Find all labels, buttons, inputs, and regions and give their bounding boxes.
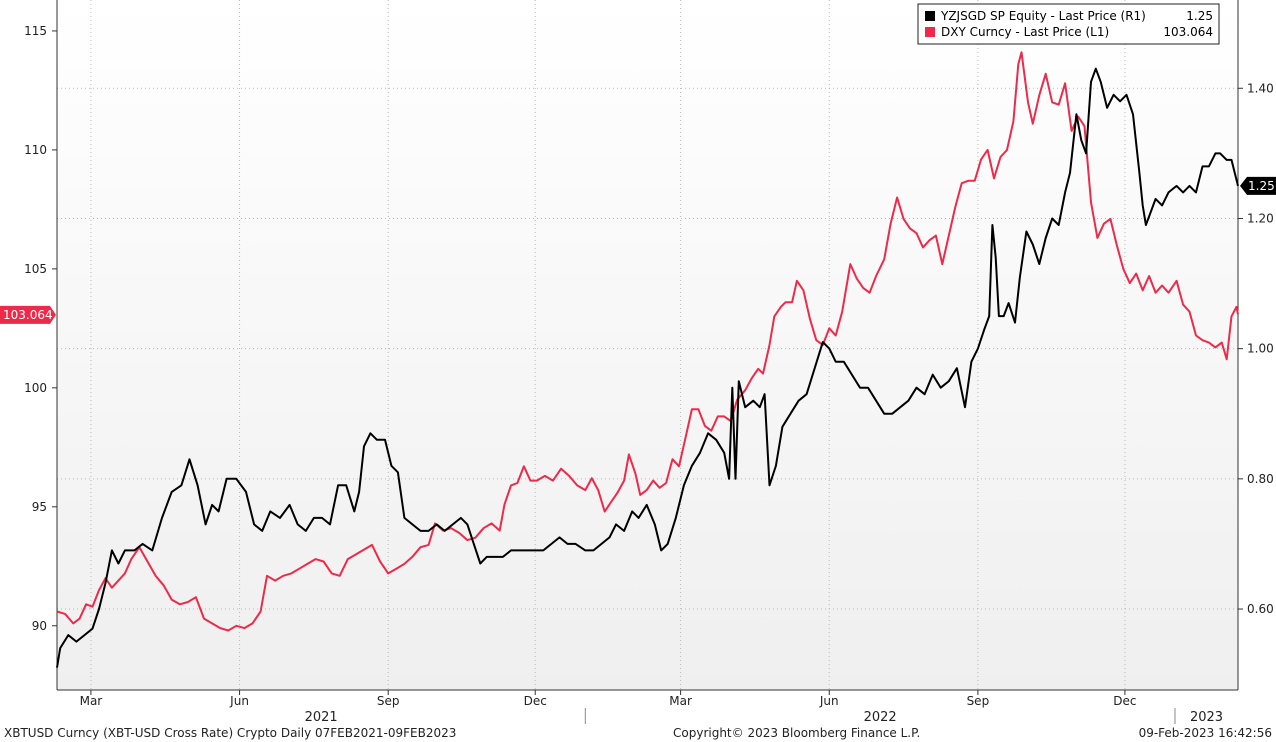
legend-box <box>917 3 1220 45</box>
year-label: 2023 <box>1190 710 1223 725</box>
dxy-last-value-tag: 103.064 <box>0 305 56 324</box>
x-tick-label: Dec <box>524 694 547 708</box>
x-tick-label: Dec <box>1113 694 1136 708</box>
footer-copyright-text: Copyright© 2023 Bloomberg Finance L.P. <box>673 726 920 740</box>
x-tick-label: Sep <box>967 694 990 708</box>
left-tick-label: 100 <box>24 381 47 395</box>
footer-timestamp-text: 09-Feb-2023 16:42:56 <box>1139 726 1272 740</box>
legend-series-value: 1.25 <box>1186 9 1213 23</box>
right-tick-label: 1.00 <box>1247 342 1274 356</box>
yzjsgd-last-value-tag: 1.25 <box>1240 176 1276 195</box>
left-tick-label: 115 <box>24 24 47 38</box>
last-value-tags: 103.064 1.25 <box>0 176 1276 324</box>
x-tick-label: Jun <box>229 694 249 708</box>
plot-background <box>57 0 1238 690</box>
yzjsgd-tag-shape <box>1240 176 1276 195</box>
year-label: 2022 <box>864 710 897 725</box>
left-tick-label: 105 <box>24 262 47 276</box>
right-tick-label: 0.60 <box>1247 602 1274 616</box>
year-label: 2021 <box>305 710 338 725</box>
x-tick-label: Jun <box>819 694 839 708</box>
dxy-tag-shape <box>0 305 56 324</box>
x-tick-label: Mar <box>80 694 103 708</box>
right-tick-label: 1.20 <box>1247 211 1274 225</box>
left-tick-label: 90 <box>32 619 47 633</box>
yzjsgd-tag-text: 1.25 <box>1248 179 1275 193</box>
left-tick-label: 95 <box>32 500 47 514</box>
series-line-yzjsgd <box>56 67 1239 668</box>
right-tick-label: 0.80 <box>1247 472 1274 486</box>
legend-swatch <box>925 27 935 37</box>
series-line-dxy <box>56 51 1239 632</box>
chart-series <box>56 51 1239 668</box>
footer-security-text: XBTUSD Curncy (XBT-USD Cross Rate) Crypt… <box>4 726 456 740</box>
chart-legend: YZJSGD SP Equity - Last Price (R1) 1.25 DX… <box>917 3 1220 45</box>
chart-axes: 90 95 100 105 110 115 0.60 0.80 1.00 1.20 1.40 Mar J… <box>24 0 1274 725</box>
grid-lines <box>57 0 1238 690</box>
legend-series-value: 103.064 <box>1163 25 1213 39</box>
legend-series-name: DXY Curncy - Last Price (L1) <box>941 25 1109 39</box>
dxy-tag-text: 103.064 <box>3 308 53 322</box>
right-tick-label: 1.40 <box>1247 81 1274 95</box>
x-tick-label: Sep <box>377 694 400 708</box>
legend-swatch <box>925 11 935 21</box>
legend-series-name: YZJSGD SP Equity - Last Price (R1) <box>940 9 1146 23</box>
x-tick-label: Mar <box>669 694 692 708</box>
left-tick-label: 110 <box>24 143 47 157</box>
